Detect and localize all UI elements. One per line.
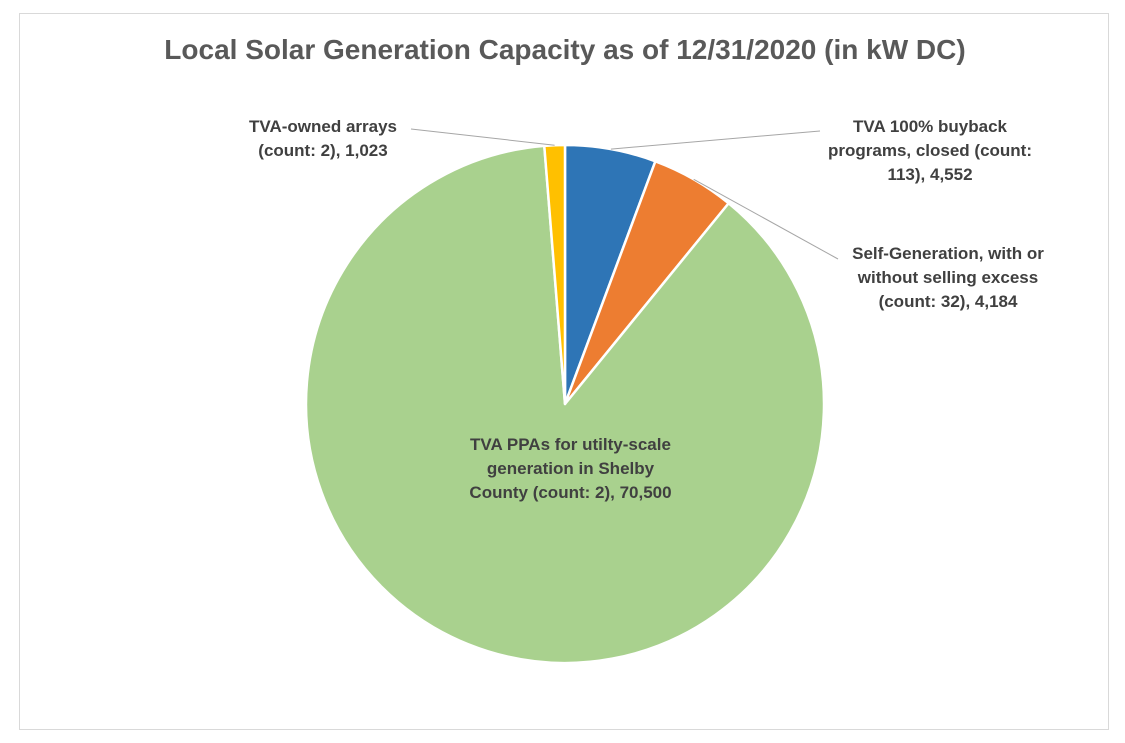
data-label-tva-owned: TVA-owned arrays (count: 2), 1,023: [248, 117, 397, 160]
data-label-self-generation: Self-Generation, with or without selling…: [852, 244, 1044, 311]
leader-line-self-generation: [693, 178, 839, 260]
data-label-tva-ppas: TVA PPAs for utilty-scale generation in …: [469, 435, 672, 502]
pie-slice-tva-owned: [543, 143, 567, 406]
chart-title: Local Solar Generation Capacity as of 12…: [164, 34, 966, 65]
pie-chart: [304, 128, 839, 665]
chart-area: Local Solar Generation Capacity as of 12…: [19, 13, 1109, 730]
data-label-buyback: TVA 100% buyback programs, closed (count…: [827, 117, 1033, 184]
leader-line-tva-owned: [410, 128, 555, 146]
leader-line-buyback: [610, 130, 821, 150]
